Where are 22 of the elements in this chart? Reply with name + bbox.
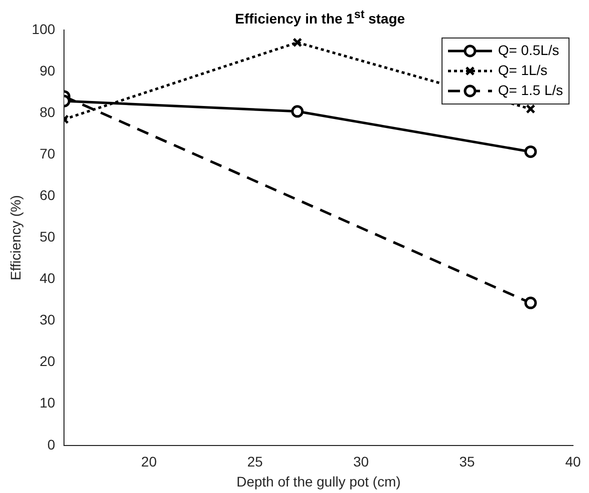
legend-label: Q= 0.5L/s [498, 42, 560, 58]
y-tick-label: 100 [32, 20, 56, 37]
x-axis-title: Depth of the gully pot (cm) [236, 473, 401, 490]
x-tick-label: 25 [247, 454, 263, 470]
chart-title: Efficiency in the 1$^{st}$ stage [234, 8, 406, 27]
y-tick-label: 30 [40, 312, 56, 328]
y-tick-label: 20 [40, 353, 56, 370]
y-tick-label: 90 [40, 62, 56, 78]
legend-label: Q= 1L/s [498, 62, 548, 78]
x-tick-label: 20 [141, 454, 157, 470]
y-axis-title: Efficiency (%) [7, 195, 24, 280]
y-tick-label: 80 [40, 104, 56, 120]
x-tick-label: 30 [353, 454, 369, 470]
y-tick-label: 70 [40, 145, 56, 162]
y-tick-label: 10 [40, 394, 56, 411]
x-tick-label: 35 [459, 454, 475, 470]
y-tick-label: 0 [47, 436, 56, 452]
y-tick-label: 60 [40, 187, 56, 204]
legend-label: Q= 1.5 L/s [498, 82, 563, 98]
y-tick-label: 40 [40, 270, 56, 286]
y-tick-label: 50 [40, 228, 56, 245]
x-tick-label: 40 [565, 454, 581, 470]
